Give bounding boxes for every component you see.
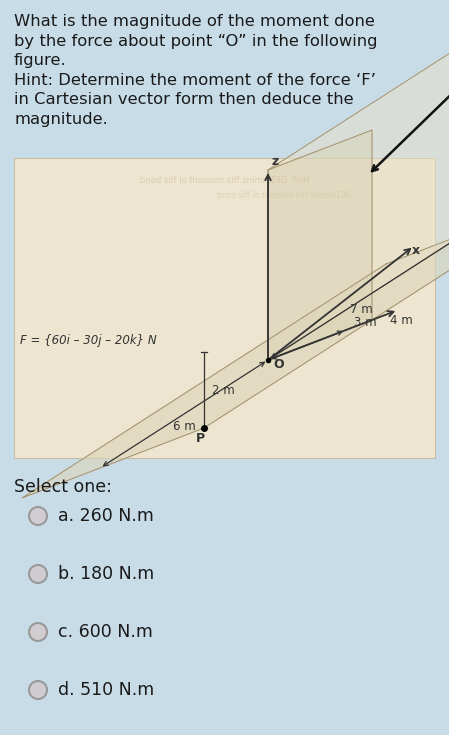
Text: a. 260 N.m: a. 260 N.m [58,507,154,525]
Text: Select one:: Select one: [14,478,112,496]
Text: bnod siff lo fnomom siff snimrs19G: bnod siff lo fnomom siff snimrs19G [217,191,352,200]
Text: by the force about point “O” in the following: by the force about point “O” in the foll… [14,34,378,49]
Ellipse shape [29,681,47,699]
Text: figure.: figure. [14,53,66,68]
Text: d. 510 N.m: d. 510 N.m [58,681,154,699]
Ellipse shape [29,507,47,525]
Text: x: x [412,244,420,257]
Ellipse shape [29,623,47,641]
Text: 7 m: 7 m [350,303,372,315]
Bar [14,158,435,458]
Polygon shape [22,194,449,498]
Text: Hint: Determine the moment of the force ‘F’: Hint: Determine the moment of the force … [14,73,376,87]
Polygon shape [268,44,449,360]
Text: What is the magnitude of the moment done: What is the magnitude of the moment done [14,14,375,29]
Text: bnod siff lo fnomom siff snimrs19G :fniH: bnod siff lo fnomom siff snimrs19G :fniH [140,176,309,185]
Text: magnitude.: magnitude. [14,112,108,126]
Text: O: O [273,358,284,371]
Polygon shape [268,130,372,360]
Text: 3 m: 3 m [354,315,377,329]
Text: c. 600 N.m: c. 600 N.m [58,623,153,641]
Text: b. 180 N.m: b. 180 N.m [58,565,154,583]
Text: F = {60i – 30j – 20k} N: F = {60i – 30j – 20k} N [20,334,157,346]
Text: P: P [196,432,205,445]
Ellipse shape [29,565,47,583]
Text: 4 m: 4 m [390,314,413,326]
Text: 2 m: 2 m [212,384,235,396]
Text: in Cartesian vector form then deduce the: in Cartesian vector form then deduce the [14,92,354,107]
Text: 6 m: 6 m [172,420,195,432]
Text: z: z [271,155,278,168]
